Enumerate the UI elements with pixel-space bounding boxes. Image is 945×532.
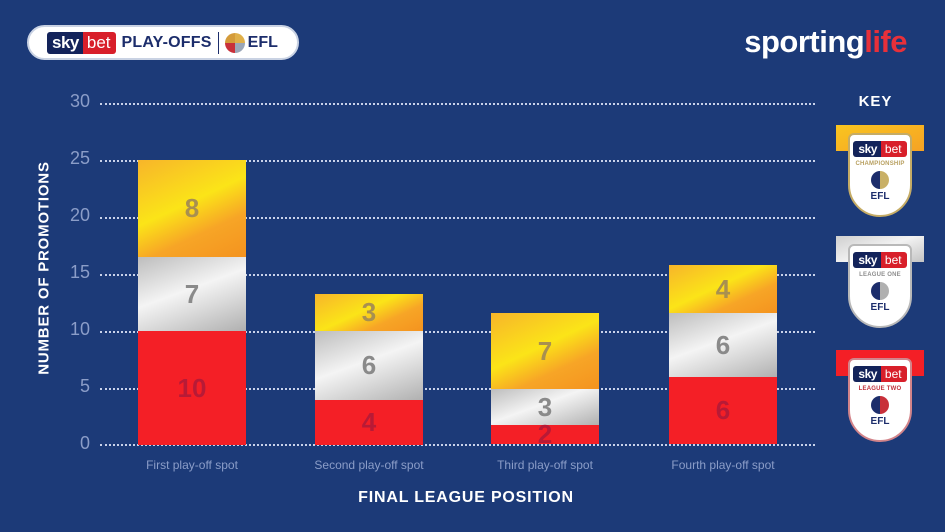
sky-text: sky [853, 366, 881, 382]
segment-league-one: 6 [669, 313, 777, 377]
league-one-label: LEAGUE ONE [859, 272, 901, 278]
efl-label: EFL [870, 191, 890, 202]
brand-sporting: sporting [744, 24, 865, 59]
league-two-shield-icon: sky bet LEAGUE TWO EFL [848, 358, 912, 442]
gridline-20 [100, 217, 815, 219]
segment-championship: 3 [315, 294, 423, 331]
bet-text: bet [82, 31, 116, 54]
sky-text: sky [853, 252, 881, 268]
bar-third-play-off-spot: 7 3 2 [491, 313, 599, 449]
efl-label: EFL [247, 33, 278, 51]
x-category-first: First play-off spot [146, 458, 238, 472]
skybet-playoffs-efl-badge: sky bet PLAY-OFFS EFL [27, 25, 299, 60]
efl-ball-icon [224, 32, 245, 53]
gridline-25 [100, 160, 815, 162]
segment-championship: 4 [669, 265, 777, 313]
y-tick-0: 0 [79, 433, 90, 453]
x-category-third: Third play-off spot [497, 458, 593, 472]
y-tick-5: 5 [79, 376, 90, 396]
efl-ball-icon [871, 171, 889, 189]
efl-label: EFL [870, 302, 890, 313]
skybet-logo: sky bet [853, 366, 907, 382]
sky-text: sky [47, 31, 83, 54]
y-tick-30: 30 [69, 91, 90, 111]
badge-divider [217, 31, 219, 54]
playoffs-label: PLAY-OFFS [121, 33, 212, 51]
key-title: KEY [858, 93, 893, 110]
brand-life: life [864, 24, 907, 59]
skybet-logo: sky bet [853, 141, 907, 157]
gridline-5 [100, 388, 815, 390]
skybet-logo: sky bet [47, 31, 116, 54]
efl-ball-icon [871, 396, 889, 414]
bar-second-play-off-spot: 3 6 4 [315, 294, 423, 445]
gridline-15 [100, 274, 815, 276]
bar-first-play-off-spot: 8 7 10 [138, 160, 246, 445]
sportinglife-logo: sportinglife [744, 24, 907, 60]
x-category-second: Second play-off spot [314, 458, 424, 472]
segment-league-two: 2 [491, 419, 599, 449]
bet-text: bet [880, 366, 907, 382]
gridline-0 [100, 444, 815, 446]
segment-league-two: 6 [669, 377, 777, 444]
gridline-10 [100, 331, 815, 333]
efl-ball-icon [871, 282, 889, 300]
bar-fourth-play-off-spot: 4 6 6 [669, 265, 777, 444]
y-tick-25: 25 [69, 148, 90, 168]
segment-league-two: 4 [315, 400, 423, 445]
efl-label: EFL [870, 416, 890, 427]
gridline-30 [100, 103, 815, 105]
y-tick-20: 20 [69, 205, 90, 225]
championship-shield-icon: sky bet CHAMPIONSHIP EFL [848, 133, 912, 217]
championship-label: CHAMPIONSHIP [855, 161, 905, 167]
segment-championship: 7 [491, 313, 599, 389]
x-axis-label: FINAL LEAGUE POSITION [358, 489, 574, 506]
sky-text: sky [853, 141, 881, 157]
x-category-fourth: Fourth play-off spot [671, 458, 775, 472]
segment-championship: 8 [138, 160, 246, 257]
key-item-league-two: sky bet LEAGUE TWO EFL [836, 350, 926, 450]
league-two-label: LEAGUE TWO [858, 386, 902, 392]
segment-league-two: 10 [138, 331, 246, 445]
segment-league-one: 6 [315, 331, 423, 400]
skybet-logo: sky bet [853, 252, 907, 268]
segment-league-one: 3 [491, 389, 599, 425]
key-item-championship: sky bet CHAMPIONSHIP EFL [836, 125, 926, 225]
league-one-shield-icon: sky bet LEAGUE ONE EFL [848, 244, 912, 328]
segment-league-one: 7 [138, 257, 246, 331]
y-tick-10: 10 [69, 319, 90, 339]
bet-text: bet [880, 141, 907, 157]
bet-text: bet [880, 252, 907, 268]
y-axis-label: NUMBER OF PROMOTIONS [35, 161, 53, 375]
y-tick-15: 15 [69, 262, 90, 282]
key-item-league-one: sky bet LEAGUE ONE EFL [836, 236, 926, 336]
